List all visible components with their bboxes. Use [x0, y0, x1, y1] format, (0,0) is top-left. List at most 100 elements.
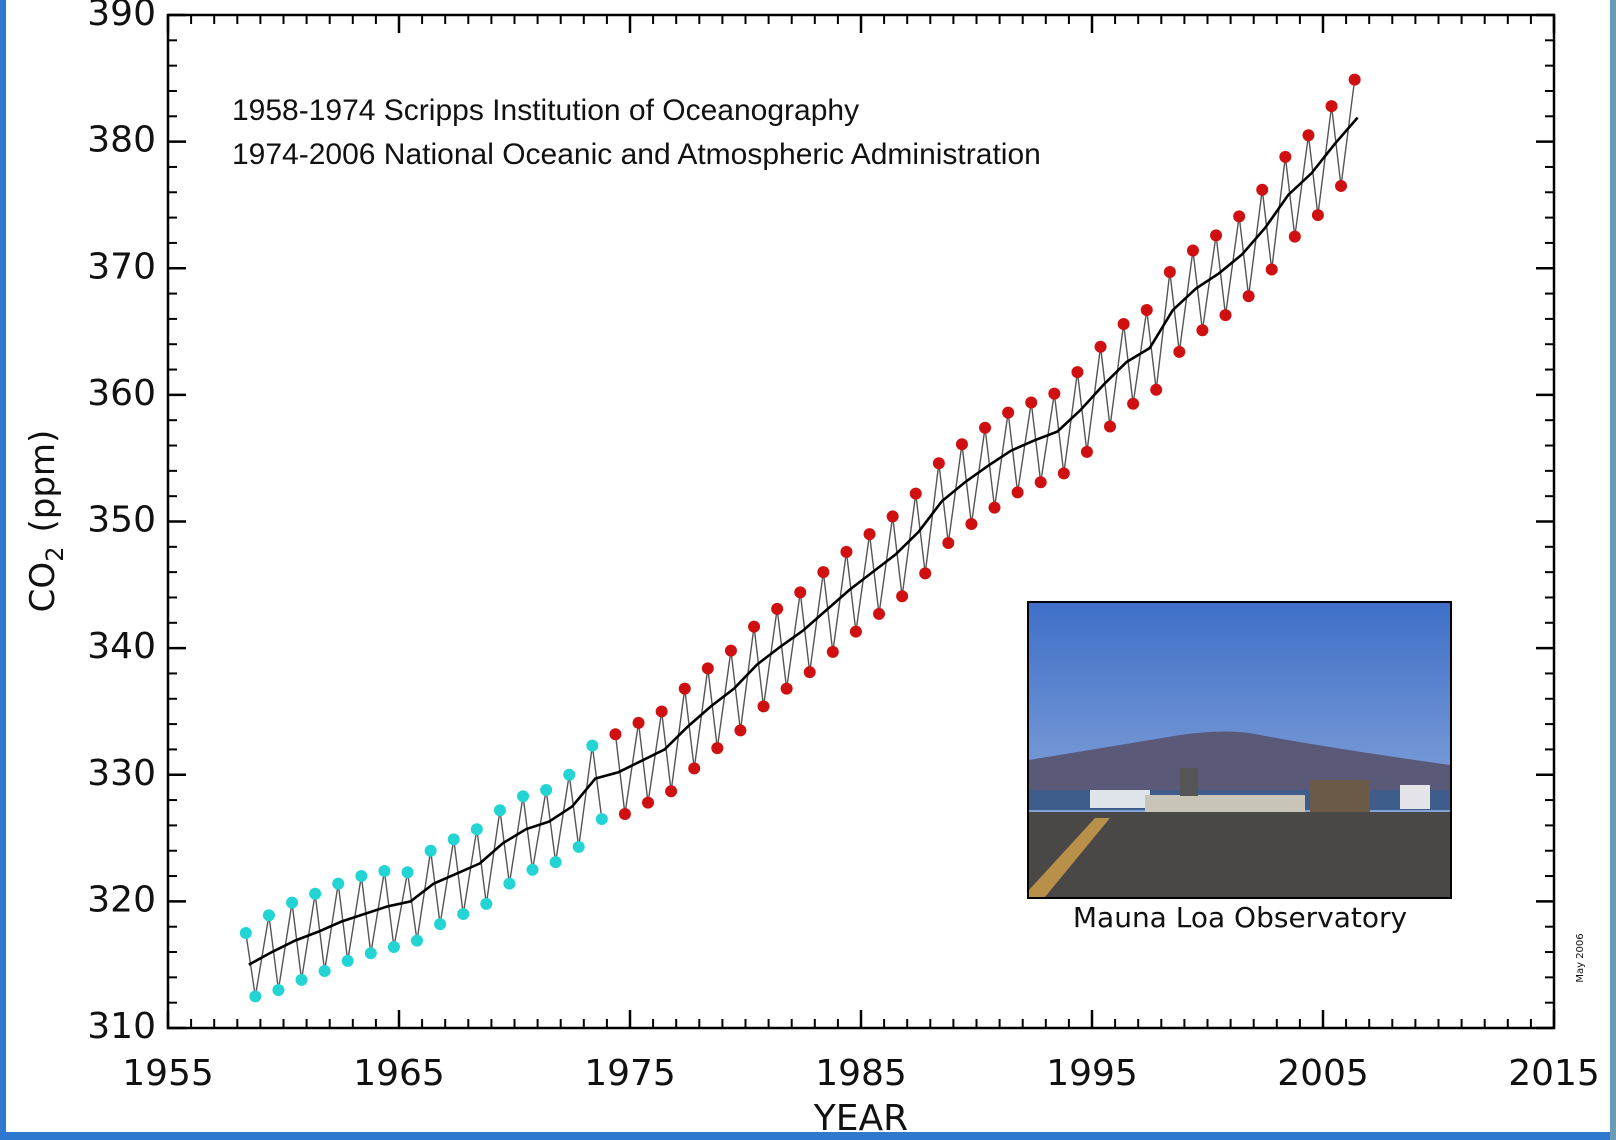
window-border — [0, 0, 6, 1140]
data-point — [887, 510, 899, 522]
data-point — [642, 797, 654, 809]
y-tick-label: 370 — [87, 246, 156, 287]
data-point — [378, 865, 390, 877]
y-axis-label-part: CO — [23, 562, 63, 613]
data-point — [1256, 184, 1268, 196]
data-point — [1326, 100, 1338, 112]
data-point — [480, 898, 492, 910]
y-tick-label: 340 — [87, 626, 156, 667]
annotation: 1974-2006 National Oceanic and Atmospher… — [232, 138, 1041, 171]
data-point — [965, 518, 977, 530]
data-point — [596, 813, 608, 825]
data-point — [827, 646, 839, 658]
data-point — [711, 742, 723, 754]
data-point — [411, 935, 423, 947]
data-point — [573, 841, 585, 853]
data-point — [656, 705, 668, 717]
data-point — [563, 769, 575, 781]
data-point — [249, 990, 261, 1002]
data-point — [1220, 309, 1232, 321]
data-point — [804, 666, 816, 678]
data-point — [263, 909, 275, 921]
data-point — [448, 833, 460, 845]
y-tick-label: 330 — [87, 753, 156, 794]
window-border — [0, 1132, 1616, 1140]
chart: 1955196519751985199520052015310320330340… — [0, 0, 1616, 1140]
x-tick-label: 1955 — [122, 1053, 214, 1094]
data-point — [1210, 229, 1222, 241]
data-point — [503, 878, 515, 890]
data-point — [665, 785, 677, 797]
data-point — [609, 728, 621, 740]
data-point — [1302, 129, 1314, 141]
data-point — [771, 603, 783, 615]
y-tick-label: 320 — [87, 879, 156, 920]
data-point — [434, 918, 446, 930]
data-point — [1012, 486, 1024, 498]
data-point — [1312, 209, 1324, 221]
data-point — [1243, 290, 1255, 302]
data-point — [688, 762, 700, 774]
data-point — [402, 866, 414, 878]
data-point — [989, 502, 1001, 514]
data-point — [342, 955, 354, 967]
data-point — [1127, 398, 1139, 410]
window-border — [1610, 0, 1616, 1140]
data-point — [817, 566, 829, 578]
x-tick-label: 2005 — [1277, 1053, 1369, 1094]
data-point — [1141, 304, 1153, 316]
y-tick-label: 310 — [87, 1006, 156, 1047]
y-axis-label-sub: 2 — [41, 547, 69, 562]
data-point — [240, 927, 252, 939]
data-point — [1289, 231, 1301, 243]
x-tick-label: 1985 — [815, 1053, 907, 1094]
data-point — [896, 590, 908, 602]
data-point — [457, 908, 469, 920]
data-point — [873, 608, 885, 620]
data-point — [1058, 467, 1070, 479]
data-point — [586, 740, 598, 752]
data-point — [1071, 366, 1083, 378]
data-point — [355, 870, 367, 882]
data-point — [910, 488, 922, 500]
data-point — [319, 965, 331, 977]
data-point — [527, 864, 539, 876]
data-point — [840, 546, 852, 558]
data-point — [517, 790, 529, 802]
data-point — [619, 808, 631, 820]
data-point — [1095, 341, 1107, 353]
x-tick-label: 2015 — [1508, 1053, 1600, 1094]
data-point — [1349, 74, 1361, 86]
data-point — [679, 683, 691, 695]
data-point — [794, 586, 806, 598]
data-point — [494, 804, 506, 816]
x-axis-label: YEAR — [813, 1098, 908, 1139]
data-point — [332, 878, 344, 890]
data-point — [388, 941, 400, 953]
data-point — [864, 528, 876, 540]
y-tick-label: 390 — [87, 0, 156, 34]
date-stamp: May 2006 — [1575, 933, 1586, 982]
y-tick-label: 380 — [87, 120, 156, 161]
data-point — [1279, 151, 1291, 163]
y-tick-label: 360 — [87, 373, 156, 414]
data-point — [272, 984, 284, 996]
data-point — [1025, 396, 1037, 408]
data-point — [1048, 388, 1060, 400]
data-point — [734, 724, 746, 736]
data-point — [725, 645, 737, 657]
data-point — [942, 537, 954, 549]
data-point — [1002, 407, 1014, 419]
data-point — [781, 683, 793, 695]
data-point — [1173, 346, 1185, 358]
data-point — [286, 897, 298, 909]
inset-photo — [1028, 602, 1451, 898]
data-point — [758, 700, 770, 712]
data-point — [956, 438, 968, 450]
data-point — [1233, 210, 1245, 222]
data-point — [850, 626, 862, 638]
data-point — [1187, 245, 1199, 257]
data-point — [1104, 421, 1116, 433]
data-point — [296, 974, 308, 986]
y-axis-label-part: (ppm) — [23, 430, 63, 533]
